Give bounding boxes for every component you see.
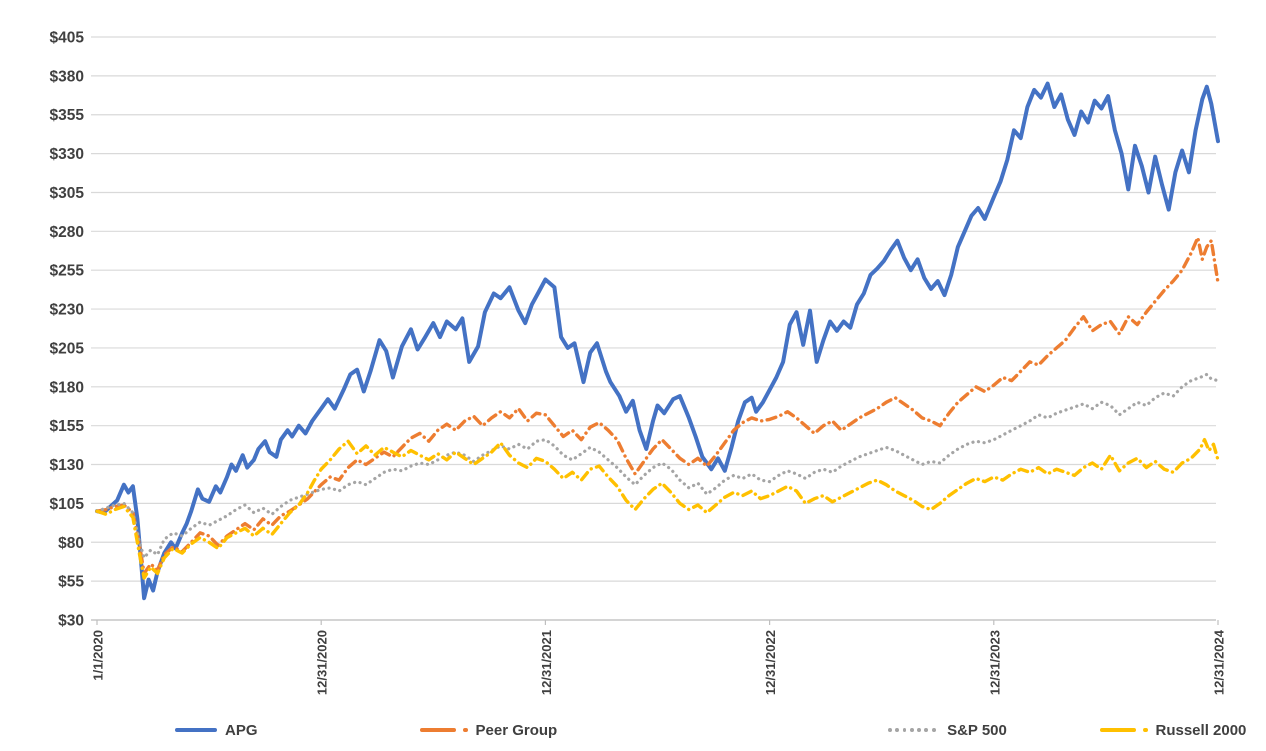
y-tick-label: $155 bbox=[50, 418, 85, 435]
x-tick-label: 12/31/2021 bbox=[539, 630, 554, 695]
y-tick-label: $180 bbox=[50, 379, 84, 396]
x-tick-label: 12/31/2024 bbox=[1212, 629, 1227, 695]
y-tick-label: $355 bbox=[50, 107, 85, 124]
y-tick-label: $380 bbox=[50, 68, 84, 85]
x-tick-label: 12/31/2022 bbox=[763, 630, 778, 695]
y-tick-label: $405 bbox=[50, 30, 85, 47]
series-line-apg bbox=[95, 81, 1220, 601]
y-tick-label: $30 bbox=[58, 613, 84, 630]
x-tick-label: 1/1/2020 bbox=[91, 630, 106, 681]
y-tick-label: $305 bbox=[50, 185, 85, 202]
series-line-russell-2000 bbox=[95, 438, 1220, 580]
series-line-peer-group bbox=[95, 235, 1220, 576]
y-tick-label: $205 bbox=[50, 340, 85, 357]
y-tick-label: $130 bbox=[50, 457, 84, 474]
y-tick-label: $280 bbox=[50, 224, 84, 241]
y-tick-label: $55 bbox=[58, 574, 84, 591]
y-tick-label: $80 bbox=[58, 535, 84, 552]
x-tick-label: 12/31/2020 bbox=[315, 630, 330, 695]
y-tick-label: $105 bbox=[50, 496, 85, 513]
y-tick-label: $330 bbox=[50, 146, 84, 163]
y-tick-label: $230 bbox=[50, 302, 84, 319]
x-tick-label: 12/31/2023 bbox=[987, 630, 1002, 695]
y-tick-label: $255 bbox=[50, 263, 85, 280]
series-line-s-p-500 bbox=[95, 372, 1220, 560]
